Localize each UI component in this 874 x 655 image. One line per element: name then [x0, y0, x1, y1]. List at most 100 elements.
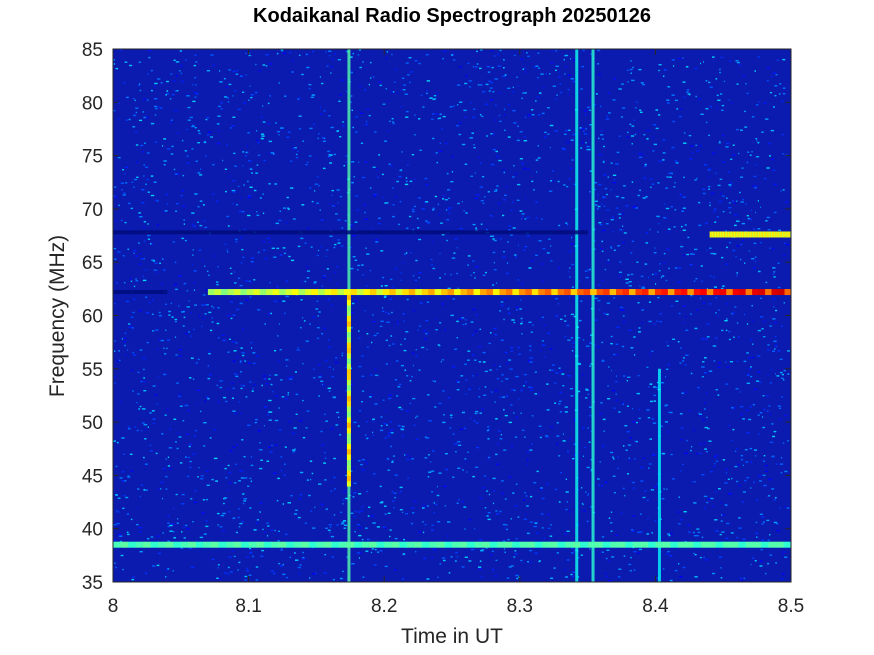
noise-speckle: [165, 488, 168, 490]
noise-speckle: [143, 226, 145, 228]
noise-speckle: [186, 306, 190, 308]
noise-speckle: [431, 557, 434, 559]
noise-speckle: [701, 536, 704, 538]
noise-speckle: [386, 458, 389, 460]
noise-speckle: [463, 411, 465, 414]
noise-speckle: [354, 531, 356, 533]
noise-speckle: [186, 128, 188, 131]
noise-speckle: [502, 396, 506, 398]
noise-speckle: [524, 218, 527, 220]
noise-speckle: [361, 469, 365, 471]
noise-speckle: [457, 287, 459, 290]
noise-speckle: [685, 316, 687, 318]
noise-speckle: [774, 95, 777, 97]
noise-speckle: [581, 66, 584, 68]
noise-speckle: [468, 519, 471, 521]
noise-speckle: [403, 538, 405, 541]
emission-band-segment: [467, 289, 474, 296]
noise-speckle: [469, 86, 471, 88]
noise-speckle: [373, 564, 377, 566]
noise-speckle: [676, 108, 679, 110]
noise-speckle: [726, 318, 728, 320]
noise-speckle: [304, 522, 307, 524]
noise-speckle: [671, 146, 675, 149]
noise-speckle: [324, 479, 327, 481]
noise-speckle: [661, 498, 665, 500]
noise-speckle: [136, 429, 139, 432]
noise-speckle: [510, 234, 513, 236]
noise-speckle: [391, 311, 393, 314]
noise-speckle: [222, 159, 224, 162]
noise-speckle: [116, 522, 120, 525]
noise-speckle: [296, 156, 299, 159]
noise-speckle: [358, 410, 362, 412]
noise-speckle: [402, 511, 404, 514]
emission-band-segment: [534, 541, 543, 548]
noise-speckle: [250, 549, 252, 551]
noise-speckle: [570, 243, 574, 245]
noise-speckle: [299, 420, 303, 422]
noise-speckle: [273, 256, 277, 258]
noise-speckle: [360, 552, 362, 554]
noise-speckle: [425, 184, 429, 186]
noise-speckle: [683, 511, 687, 513]
noise-speckle: [535, 159, 539, 161]
noise-speckle: [682, 57, 684, 59]
noise-speckle: [303, 320, 306, 322]
noise-speckle: [242, 91, 245, 93]
noise-speckle: [202, 204, 205, 206]
noise-speckle: [523, 385, 525, 387]
noise-speckle: [360, 142, 364, 144]
emission-band-segment: [751, 231, 753, 238]
noise-speckle: [763, 455, 766, 457]
emission-band-segment: [738, 231, 740, 238]
noise-speckle: [653, 323, 656, 325]
noise-speckle: [695, 278, 698, 280]
noise-speckle: [622, 107, 626, 109]
noise-speckle: [667, 345, 670, 347]
noise-speckle: [309, 577, 311, 579]
noise-speckle: [679, 413, 683, 415]
noise-speckle: [787, 350, 790, 352]
noise-speckle: [530, 331, 534, 333]
noise-speckle: [155, 199, 159, 202]
noise-speckle: [191, 223, 194, 226]
noise-speckle: [588, 493, 589, 495]
emission-band-segment: [678, 541, 686, 548]
noise-speckle: [167, 525, 170, 528]
noise-speckle: [597, 478, 600, 480]
noise-speckle: [511, 319, 515, 321]
noise-speckle: [370, 515, 374, 517]
noise-speckle: [227, 464, 230, 467]
noise-speckle: [610, 189, 612, 191]
noise-speckle: [736, 274, 738, 277]
noise-speckle: [255, 579, 258, 581]
noise-speckle: [706, 416, 708, 419]
noise-speckle: [589, 124, 592, 126]
noise-speckle: [384, 295, 387, 297]
noise-speckle: [595, 319, 598, 321]
noise-speckle: [449, 414, 453, 416]
noise-speckle: [697, 531, 701, 534]
noise-speckle: [305, 427, 308, 429]
y-tick-label: 40: [82, 520, 103, 541]
noise-speckle: [152, 422, 156, 425]
burst-peak-segment: [346, 427, 351, 434]
noise-speckle: [729, 361, 733, 363]
noise-speckle: [499, 49, 502, 52]
noise-speckle: [382, 310, 385, 312]
noise-speckle: [203, 422, 207, 424]
emission-band-segment: [755, 231, 757, 238]
noise-speckle: [611, 556, 615, 558]
noise-speckle: [235, 241, 238, 243]
noise-speckle: [287, 392, 290, 394]
noise-speckle: [327, 150, 330, 153]
noise-speckle: [570, 313, 574, 316]
noise-speckle: [243, 498, 247, 500]
noise-speckle: [435, 113, 438, 115]
noise-speckle: [514, 254, 517, 256]
noise-speckle: [652, 136, 654, 139]
noise-speckle: [754, 187, 757, 189]
noise-speckle: [587, 148, 591, 151]
noise-speckle: [487, 438, 490, 440]
